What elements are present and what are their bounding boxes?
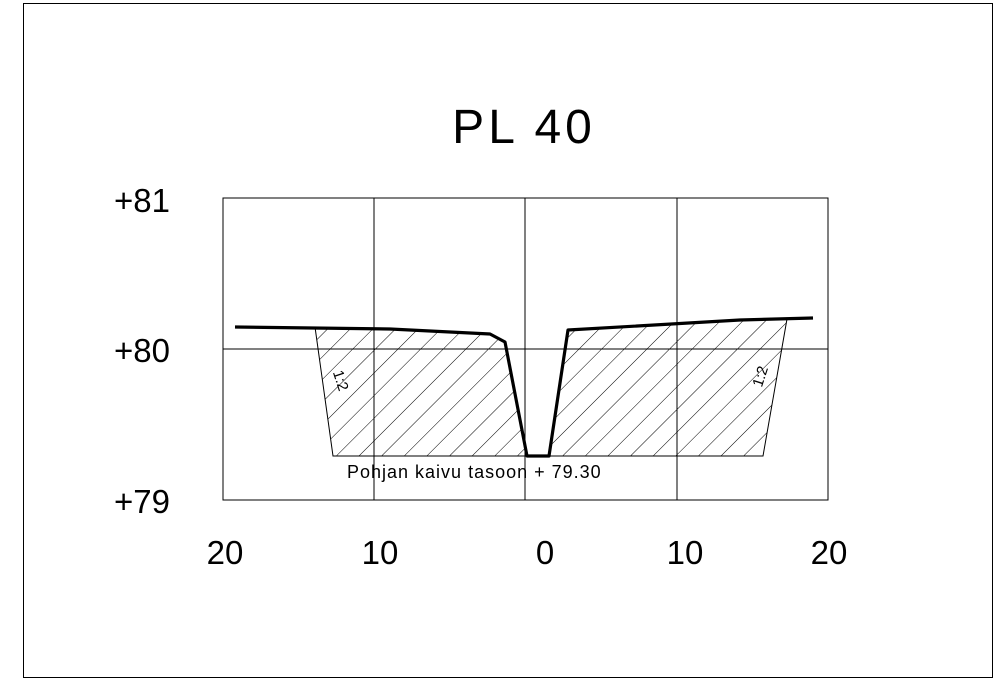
left-hatch [315,327,527,456]
excavation-level-note: Pohjan kaivu tasoon + 79.30 [347,462,602,482]
excavation-outline [314,318,788,457]
y-label-79: +79 [114,483,170,520]
x-label-0: 0 [536,534,554,571]
ground-profile-line [234,316,814,458]
slope-label-left: 1:2 [329,368,352,393]
right-hatch [549,319,787,456]
drawing-frame [23,3,993,678]
drawing-title: PL 40 [452,101,596,154]
left-excavation-edge [314,326,527,457]
right-excavation-edge [549,318,788,457]
x-label-20-left: 20 [207,534,244,571]
x-label-10-left: 10 [362,534,399,571]
x-label-20-right: 20 [811,534,848,571]
x-label-10-right: 10 [667,534,704,571]
y-label-81: +81 [114,182,170,219]
slope-label-right: 1:2 [749,364,772,389]
excavation-area [315,319,787,456]
y-label-80: +80 [114,332,170,369]
